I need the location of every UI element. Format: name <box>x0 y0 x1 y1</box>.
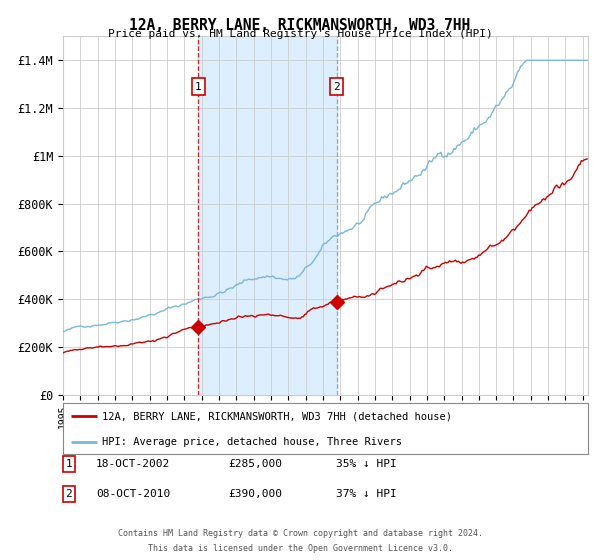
Text: 1: 1 <box>65 459 73 469</box>
Text: 2: 2 <box>334 82 340 92</box>
Text: 18-OCT-2002: 18-OCT-2002 <box>96 459 170 469</box>
Text: Contains HM Land Registry data © Crown copyright and database right 2024.: Contains HM Land Registry data © Crown c… <box>118 529 482 538</box>
Text: 12A, BERRY LANE, RICKMANSWORTH, WD3 7HH: 12A, BERRY LANE, RICKMANSWORTH, WD3 7HH <box>130 18 470 33</box>
Text: Price paid vs. HM Land Registry's House Price Index (HPI): Price paid vs. HM Land Registry's House … <box>107 29 493 39</box>
Text: This data is licensed under the Open Government Licence v3.0.: This data is licensed under the Open Gov… <box>148 544 452 553</box>
Text: HPI: Average price, detached house, Three Rivers: HPI: Average price, detached house, Thre… <box>103 436 403 446</box>
Text: £390,000: £390,000 <box>228 489 282 499</box>
Text: 1: 1 <box>195 82 202 92</box>
Text: 08-OCT-2010: 08-OCT-2010 <box>96 489 170 499</box>
Text: 37% ↓ HPI: 37% ↓ HPI <box>336 489 397 499</box>
Bar <box>198 36 337 395</box>
Text: 35% ↓ HPI: 35% ↓ HPI <box>336 459 397 469</box>
Text: £285,000: £285,000 <box>228 459 282 469</box>
Text: 2: 2 <box>65 489 73 499</box>
Text: 12A, BERRY LANE, RICKMANSWORTH, WD3 7HH (detached house): 12A, BERRY LANE, RICKMANSWORTH, WD3 7HH … <box>103 411 452 421</box>
